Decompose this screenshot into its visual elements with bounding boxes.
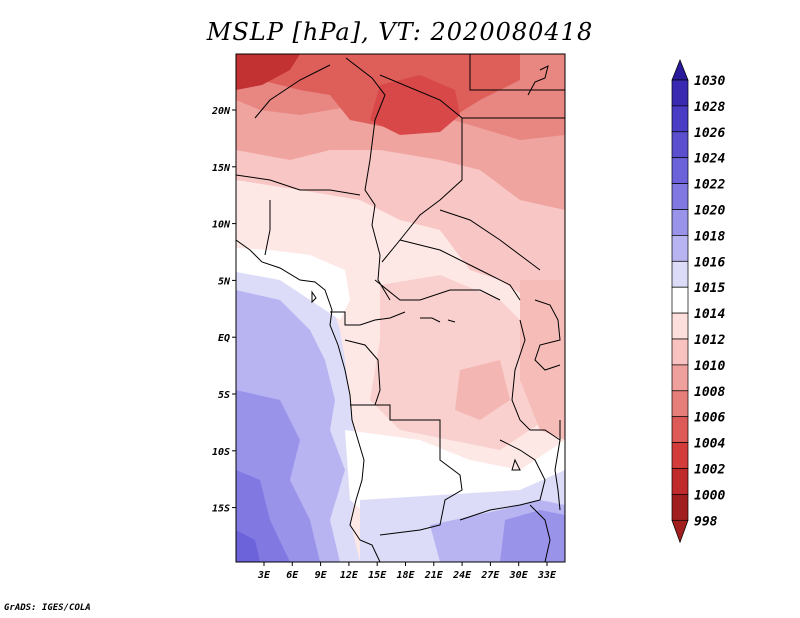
colorbar-swatch [671,364,689,392]
colorbar-label: 1008 [694,385,725,400]
band-1000-corner [236,54,300,90]
lat-tick-label: 5S [218,390,230,401]
map-frame [235,53,566,563]
border-14 [529,504,551,562]
lon-tick-label: 3E [257,570,271,581]
colorbar-label: 1004 [694,437,725,452]
lon-tick-label: 18E [396,570,415,581]
border-15 [469,54,565,91]
grads-credit: GrADS: IGES/COLA [4,603,91,613]
lat-tick-label: EQ [218,333,230,344]
band-1002-core [370,75,460,135]
border-8 [399,239,521,301]
pressure-field [236,54,565,562]
colorbar-label: 1020 [694,204,725,219]
border-12 [350,404,463,536]
lake-2 [447,319,456,323]
band-1010-east [520,280,565,440]
colorbar-swatch [671,468,689,495]
colorbar-label: 1000 [694,488,725,503]
colorbar-label: 1006 [694,411,725,426]
colorbar-label: 1022 [694,178,725,193]
colorbar-label: 1012 [694,333,725,348]
band-1022 [236,530,260,562]
colorbar-bottom-arrow [671,519,689,544]
lon-tick-label: 30E [509,570,529,581]
band-1014-west [236,248,350,320]
border-3 [379,74,463,263]
border-11 [344,339,381,406]
colorbar-swatch [671,131,689,159]
border-9 [374,279,501,301]
colorbar-label: 998 [694,514,718,529]
lon-tick-label: 24E [452,570,472,581]
border-7 [439,209,541,271]
lon-tick-label: 12E [340,570,359,581]
island-1 [311,290,317,304]
lat-axis: 20N 15N 10N 5N EQ 5S 10S 15S [211,106,236,515]
lon-tick-label: 9E [315,570,328,581]
lon-tick-label: 21E [424,570,444,581]
lake-1 [420,317,441,323]
colorbar-swatch [671,312,689,340]
red-sea-coast [527,65,549,96]
band-1008-interior [455,360,510,420]
band-1018-southeast [500,510,565,562]
colorbar-label: 1026 [694,126,725,141]
colorbar-swatch [671,390,689,418]
coastlines-borders [236,54,565,562]
great-lakes-1 [511,319,561,441]
colorbar-swatch [671,105,689,133]
colorbar-label: 1016 [694,255,725,270]
colorbar-swatch [671,286,689,314]
lat-tick-label: 5N [218,276,231,287]
colorbar-swatch [671,157,689,184]
colorbar-swatch [671,79,689,107]
lat-tick-label: 10N [212,220,231,231]
border-1 [345,57,391,301]
border-17 [554,420,561,511]
lake-3 [511,458,521,471]
colorbar-label: 1002 [694,463,725,478]
border-5 [236,174,361,196]
colorbar-swatch [671,494,689,521]
lat-tick-label: 15N [212,163,231,174]
lat-tick-label: 20N [211,106,231,117]
colorbar-label: 1015 [694,281,725,296]
colorbar-label: 1030 [694,74,725,89]
colorbar-swatch [671,442,689,469]
colorbar-label: 1014 [694,307,725,322]
colorbar-swatch [671,209,689,236]
colorbar-swatch [671,416,689,443]
colorbar-label: 1028 [694,100,725,115]
colorbar-swatch [671,183,689,210]
chart-title: MSLP [hPa], VT: 2020080418 [206,18,594,46]
lat-tick-label: 10S [212,447,230,458]
border-13 [459,439,546,521]
colorbar-label: 1018 [694,229,725,244]
lon-tick-label: 27E [480,570,500,581]
west-coastline [236,239,381,562]
colorbar-label: 1010 [694,359,725,374]
colorbar: 1030 1028 1026 1024 1022 1020 1018 1016 1015 1014… [671,59,725,544]
border-10 [330,311,406,326]
colorbar-swatch [671,338,689,366]
lat-tick-label: 15S [212,504,230,515]
border-6 [264,200,271,256]
colorbar-label: 1024 [694,152,725,167]
border-16 [534,299,561,371]
band-1010-interior [370,275,545,450]
lon-axis: 3E 6E 9E 12E 15E 18E 21E 24E 27E 30E 33E [257,562,557,581]
colorbar-swatch [671,235,689,262]
lon-tick-label: 15E [368,570,387,581]
lon-tick-label: 33E [537,570,557,581]
border-2 [254,64,331,119]
lon-tick-label: 6E [286,570,299,581]
colorbar-top-arrow [671,59,689,81]
colorbar-swatch [671,260,689,288]
